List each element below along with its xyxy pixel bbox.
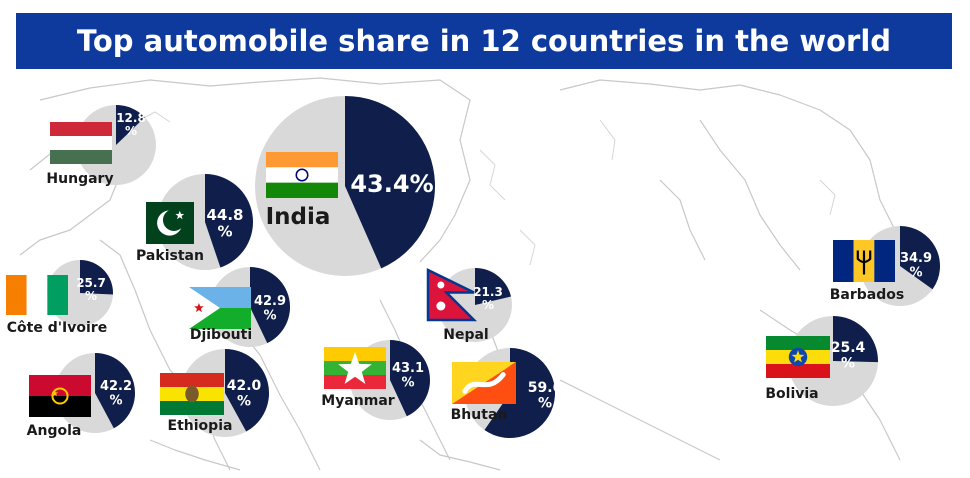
country-item-hungary: Hungary 12.8% <box>46 105 156 187</box>
value-label-ethiopia: 42.0% <box>227 378 262 409</box>
country-item-bolivia: Bolivia 25.4% <box>765 316 879 406</box>
country-item-angola: Angola 42.2% <box>27 353 135 439</box>
flag-bhutan-icon <box>452 362 516 404</box>
value-label-pakistan: 44.8% <box>206 206 243 241</box>
country-name-barbados: Barbados <box>830 287 904 303</box>
flag-nepal-icon <box>426 267 478 322</box>
country-name-cote-d-ivoire: Côte d'Ivoire <box>7 320 107 336</box>
country-name-bolivia: Bolivia <box>765 386 818 402</box>
country-item-nepal: Nepal 21.3% <box>426 267 512 343</box>
country-name-nepal: Nepal <box>443 327 488 343</box>
country-item-myanmar: Myanmar 43.1% <box>321 340 430 420</box>
pie-slice-myanmar <box>390 340 430 417</box>
pie-slice-hungary <box>116 105 145 145</box>
value-label-barbados: 34.9% <box>900 251 932 280</box>
country-item-india: India 43.4% <box>255 96 435 276</box>
flag-angola-icon <box>29 375 91 417</box>
chart-title: Top automobile share in 12 countries in … <box>16 13 952 69</box>
value-label-hungary: 12.8% <box>116 111 146 138</box>
flag-cote-divoire-icon <box>6 275 68 315</box>
country-name-ethiopia: Ethiopia <box>168 418 233 434</box>
flag-pakistan-icon <box>130 202 194 244</box>
flag-barbados-icon <box>833 240 895 282</box>
country-name-bhutan: Bhutan <box>451 407 508 423</box>
pie-slice-bolivia <box>833 316 879 363</box>
value-label-nepal: 21.3% <box>473 285 503 312</box>
country-name-pakistan: Pakistan <box>136 248 204 264</box>
country-name-myanmar: Myanmar <box>321 393 395 409</box>
country-name-angola: Angola <box>27 423 82 439</box>
flag-myanmar-icon <box>324 347 386 389</box>
value-label-bhutan: 59.6% <box>528 380 563 411</box>
value-label-myanmar: 43.1% <box>392 361 424 390</box>
value-label-djibouti: 42.9% <box>254 294 286 323</box>
pie-slice-ethiopia <box>225 349 270 432</box>
pie-slice-cote-d-ivoire <box>80 260 114 295</box>
flag-ethiopia-icon <box>766 336 830 378</box>
flag-india-icon <box>266 152 338 198</box>
pie-slice-djibouti <box>250 267 291 344</box>
pie-slice-pakistan <box>205 174 254 268</box>
value-label-cote-d-ivoire: 25.7% <box>76 276 106 303</box>
value-label-angola: 42.2% <box>100 379 132 408</box>
country-item-barbados: Barbados 34.9% <box>830 226 941 306</box>
flag-bolivia-icon <box>160 373 224 415</box>
value-label-india: 43.4% <box>350 170 433 198</box>
pie-slice-nepal <box>475 268 511 305</box>
value-label-bolivia: 25.4% <box>831 340 866 371</box>
country-name-djibouti: Djibouti <box>190 327 252 343</box>
flag-hungary-icon <box>50 122 112 164</box>
pie-slice-barbados <box>900 226 941 290</box>
pie-slice-india <box>345 96 435 269</box>
country-item-ethiopia: Ethiopia 42.0% <box>160 349 270 437</box>
flag-djibouti-icon <box>189 287 251 329</box>
country-item-cote-d-ivoire: Côte d'Ivoire 25.7% <box>6 260 114 336</box>
country-name-hungary: Hungary <box>46 171 113 187</box>
pie-slice-angola <box>95 353 135 429</box>
pie-slice-bhutan <box>484 348 555 438</box>
country-item-bhutan: Bhutan 59.6% <box>451 348 563 438</box>
country-name-india: India <box>266 204 331 230</box>
